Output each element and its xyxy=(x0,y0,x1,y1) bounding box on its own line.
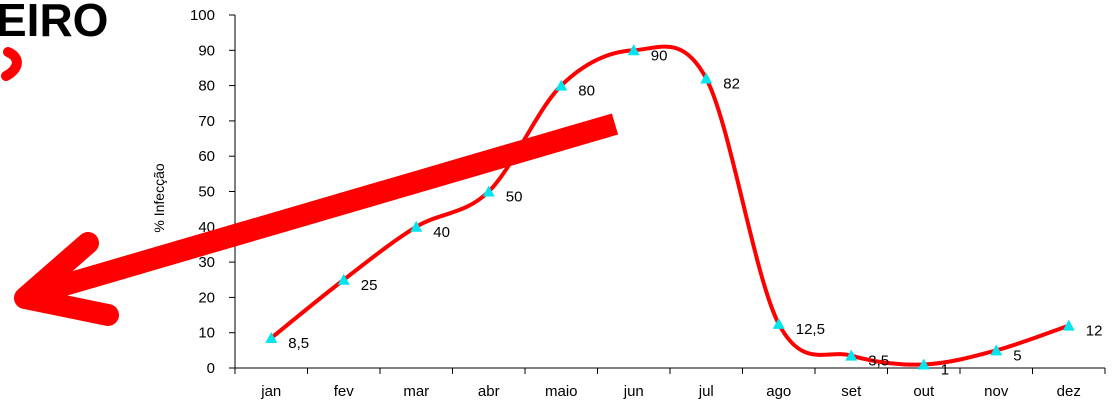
data-label: 50 xyxy=(506,189,523,206)
data-point-marker xyxy=(917,358,930,370)
y-tick-label: 100 xyxy=(190,7,215,24)
series-markers xyxy=(265,44,1075,370)
y-tick-label: 90 xyxy=(198,42,215,59)
data-label: 5 xyxy=(1013,347,1021,364)
x-tick-label: jun xyxy=(623,383,644,400)
data-label: 12,5 xyxy=(796,321,825,338)
data-label: 40 xyxy=(433,224,450,241)
x-tick-label: mar xyxy=(403,383,429,400)
y-tick-label: 10 xyxy=(198,325,215,342)
red-curve-fragment xyxy=(1,47,22,81)
data-point-marker xyxy=(482,185,495,197)
data-label: 82 xyxy=(723,76,740,93)
data-point-marker xyxy=(845,349,858,361)
red-arrow-annotation xyxy=(14,113,619,326)
y-tick-label: 0 xyxy=(207,360,215,377)
y-tick-label: 30 xyxy=(198,254,215,271)
x-tick-label: ago xyxy=(766,383,791,400)
data-label: 80 xyxy=(578,83,595,100)
x-tick-label: maio xyxy=(545,383,578,400)
data-point-marker xyxy=(337,273,350,285)
data-point-marker xyxy=(1062,319,1075,331)
data-label: 25 xyxy=(361,277,378,294)
x-tick-label: out xyxy=(913,383,935,400)
x-tick-label: fev xyxy=(334,383,355,400)
y-axis-title: % Infecção xyxy=(151,163,167,232)
arrow-shaft xyxy=(26,113,619,306)
x-tick-label: dez xyxy=(1057,383,1081,400)
arrow-head xyxy=(14,232,119,326)
data-label: 3,5 xyxy=(868,353,889,370)
data-point-marker xyxy=(990,344,1003,356)
data-label: 8,5 xyxy=(288,335,309,352)
data-label: 12 xyxy=(1086,323,1103,340)
data-point-marker xyxy=(410,220,423,232)
data-point-marker xyxy=(700,72,713,84)
x-tick-label: abr xyxy=(478,383,500,400)
data-label: 1 xyxy=(941,361,949,378)
data-point-marker xyxy=(555,79,568,91)
data-label: 90 xyxy=(651,47,668,64)
data-point-marker xyxy=(772,317,785,329)
cropped-title-fragment: EIRO xyxy=(0,0,108,46)
y-tick-label: 70 xyxy=(198,113,215,130)
data-labels: 8,5 25 40 50 80 90 82 12,5 3,5 1 5 12 xyxy=(288,47,1102,378)
data-point-marker xyxy=(265,331,278,343)
x-tick-label: nov xyxy=(984,383,1009,400)
series-line xyxy=(269,44,1071,367)
y-tick-label: 60 xyxy=(198,148,215,165)
x-tick-label: jul xyxy=(698,383,714,400)
x-tick-label: jan xyxy=(260,383,281,400)
y-tick-label: 50 xyxy=(198,184,215,201)
data-point-marker xyxy=(627,44,640,56)
y-tick-label: 20 xyxy=(198,289,215,306)
y-tick-label: 80 xyxy=(198,78,215,95)
x-axis-ticks: jan fev mar abr maio jun jul ago set out nov dez xyxy=(234,368,1106,400)
x-tick-label: set xyxy=(841,383,862,400)
